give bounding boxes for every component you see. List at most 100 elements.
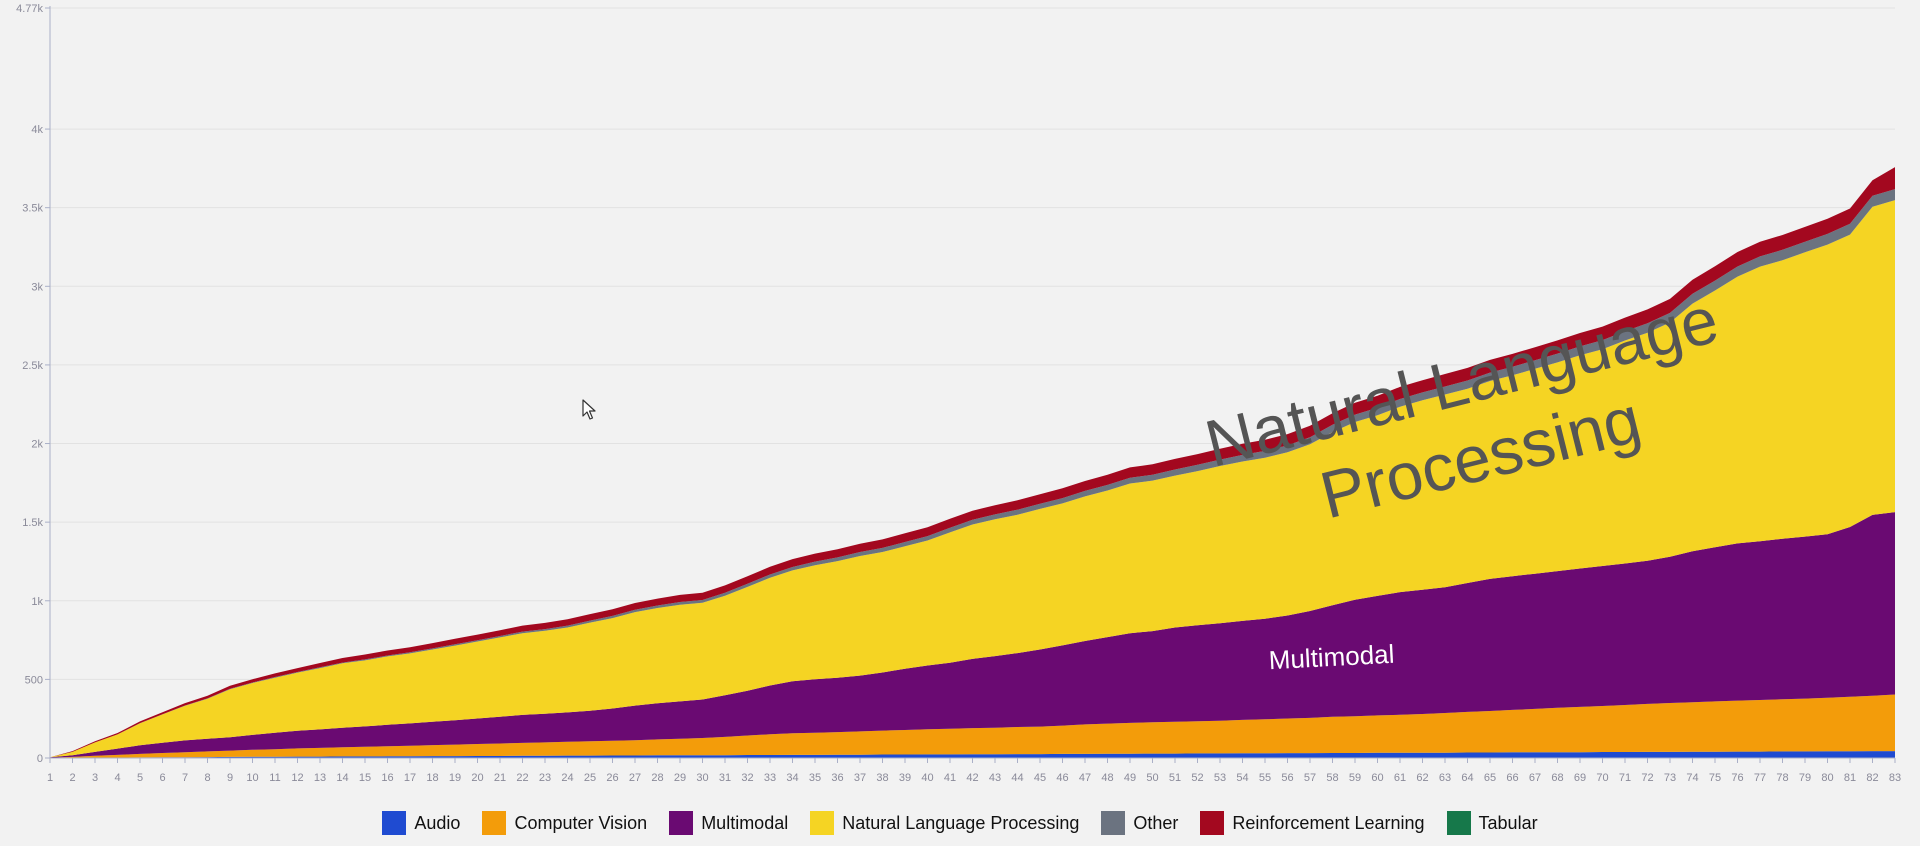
x-tick-label: 10 <box>246 772 258 784</box>
x-tick-label: 67 <box>1529 772 1541 784</box>
x-tick-label: 48 <box>1101 772 1113 784</box>
x-tick-label: 28 <box>651 772 663 784</box>
x-tick-label: 51 <box>1169 772 1181 784</box>
x-tick-label: 39 <box>899 772 911 784</box>
y-tick-label: 1.5k <box>22 517 43 529</box>
x-tick-label: 49 <box>1124 772 1136 784</box>
legend-label: Other <box>1133 812 1179 833</box>
y-tick-label: 500 <box>25 674 43 686</box>
y-tick-label: 4.77k <box>16 3 43 15</box>
x-tick-label: 38 <box>876 772 888 784</box>
x-tick-label: 13 <box>314 772 326 784</box>
x-tick-label: 59 <box>1349 772 1361 784</box>
x-tick-label: 83 <box>1889 772 1901 784</box>
x-tick-label: 65 <box>1484 772 1496 784</box>
x-tick-label: 79 <box>1799 772 1811 784</box>
x-tick-label: 62 <box>1416 772 1428 784</box>
legend-swatch <box>1200 811 1225 835</box>
series-area-audio[interactable] <box>50 751 1895 758</box>
x-tick-label: 47 <box>1079 772 1091 784</box>
mouse-cursor-icon <box>582 399 596 420</box>
x-tick-label: 72 <box>1641 772 1653 784</box>
y-tick-label: 1k <box>31 596 43 608</box>
x-tick-label: 31 <box>719 772 731 784</box>
legend-swatch <box>1101 811 1126 835</box>
x-tick-label: 69 <box>1574 772 1586 784</box>
x-tick-label: 30 <box>696 772 708 784</box>
x-tick-label: 12 <box>291 772 303 784</box>
y-tick-label: 3.5k <box>22 203 43 215</box>
x-tick-label: 54 <box>1236 772 1248 784</box>
x-tick-label: 75 <box>1709 772 1721 784</box>
legend-item-natural-language-processing[interactable]: Natural Language Processing <box>810 811 1079 835</box>
x-tick-label: 82 <box>1866 772 1878 784</box>
legend-label: Multimodal <box>701 812 789 833</box>
series-area-multimodal[interactable] <box>50 512 1895 758</box>
x-tick-label: 15 <box>359 772 371 784</box>
x-tick-label: 77 <box>1754 772 1766 784</box>
x-tick-label: 6 <box>159 772 165 784</box>
x-tick-label: 8 <box>204 772 210 784</box>
series-area-computer-vision[interactable] <box>50 694 1895 759</box>
x-tick-label: 46 <box>1056 772 1068 784</box>
legend-swatch <box>382 811 407 835</box>
legend-swatch <box>482 811 507 835</box>
legend-label: Audio <box>414 812 461 833</box>
x-tick-label: 20 <box>471 772 483 784</box>
x-tick-label: 7 <box>182 772 188 784</box>
x-tick-label: 78 <box>1776 772 1788 784</box>
legend-item-computer-vision[interactable]: Computer Vision <box>482 811 647 835</box>
x-tick-label: 9 <box>227 772 233 784</box>
legend-label: Reinforcement Learning <box>1232 812 1425 833</box>
x-tick-label: 53 <box>1214 772 1226 784</box>
x-tick-label: 80 <box>1821 772 1833 784</box>
legend-item-other[interactable]: Other <box>1101 811 1178 835</box>
x-tick-label: 74 <box>1686 772 1698 784</box>
x-tick-label: 60 <box>1371 772 1383 784</box>
x-tick-label: 40 <box>921 772 933 784</box>
y-tick-label: 0 <box>37 753 43 765</box>
x-tick-label: 71 <box>1619 772 1631 784</box>
x-tick-label: 14 <box>336 772 348 784</box>
x-tick-label: 2 <box>69 772 75 784</box>
x-tick-label: 76 <box>1731 772 1743 784</box>
legend-label: Tabular <box>1478 812 1538 833</box>
x-tick-label: 57 <box>1304 772 1316 784</box>
x-tick-label: 18 <box>426 772 438 784</box>
x-tick-label: 34 <box>786 772 798 784</box>
series-area-natural-language-processing[interactable] <box>50 200 1895 758</box>
series-areas <box>50 167 1895 758</box>
x-tick-label: 43 <box>989 772 1001 784</box>
x-tick-label: 5 <box>137 772 143 784</box>
legend-label: Computer Vision <box>514 812 648 833</box>
legend-item-tabular[interactable]: Tabular <box>1446 811 1538 835</box>
y-tick-label: 4k <box>31 124 43 136</box>
chart-legend: Audio Computer Vision Multimodal Natural La… <box>0 808 1920 838</box>
x-tick-label: 58 <box>1326 772 1338 784</box>
multimodal-annotation-label: Multimodal <box>1268 639 1395 676</box>
x-tick-label: 41 <box>944 772 956 784</box>
legend-item-audio[interactable]: Audio <box>382 811 460 835</box>
x-tick-label: 23 <box>539 772 551 784</box>
legend-swatch <box>1446 811 1471 835</box>
x-tick-label: 21 <box>494 772 506 784</box>
x-tick-label: 50 <box>1146 772 1158 784</box>
x-tick-label: 70 <box>1596 772 1608 784</box>
x-tick-label: 45 <box>1034 772 1046 784</box>
legend-swatch <box>810 811 835 835</box>
legend-label: Natural Language Processing <box>842 812 1080 833</box>
x-tick-label: 29 <box>674 772 686 784</box>
x-tick-label: 16 <box>381 772 393 784</box>
x-tick-label: 37 <box>854 772 866 784</box>
x-tick-label: 36 <box>831 772 843 784</box>
x-tick-label: 63 <box>1439 772 1451 784</box>
legend-item-multimodal[interactable]: Multimodal <box>669 811 788 835</box>
legend-item-reinforcement-learning[interactable]: Reinforcement Learning <box>1200 811 1425 835</box>
y-tick-label: 2.5k <box>22 360 43 372</box>
x-tick-label: 66 <box>1506 772 1518 784</box>
legend-swatch <box>669 811 694 835</box>
x-tick-label: 27 <box>629 772 641 784</box>
x-tick-label: 32 <box>741 772 753 784</box>
